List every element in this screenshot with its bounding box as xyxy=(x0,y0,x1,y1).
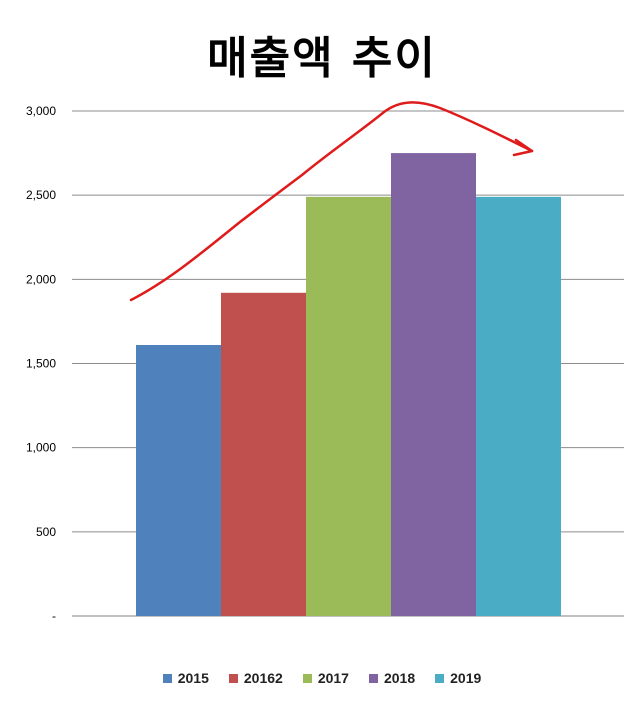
legend: 2015 20162 2017 2018 2019 xyxy=(0,670,644,686)
bar-20162 xyxy=(221,292,306,616)
y-tick-labels: - 500 1,000 1,500 2,000 2,500 3,000 xyxy=(26,104,56,623)
bar-2018 xyxy=(391,153,476,617)
legend-label: 2019 xyxy=(450,670,482,686)
legend-swatch xyxy=(435,673,445,683)
legend-label: 20162 xyxy=(243,670,283,686)
legend-label: 2017 xyxy=(317,670,349,686)
legend-swatch xyxy=(162,673,172,683)
legend-item-2019: 2019 xyxy=(435,670,481,686)
y-tick-label: - xyxy=(52,609,56,623)
y-tick-label: 1,000 xyxy=(26,441,56,455)
y-tick-label: 500 xyxy=(36,525,56,539)
y-tick-label: 1,500 xyxy=(26,357,56,371)
legend-label: 2015 xyxy=(177,670,209,686)
bar-2019 xyxy=(476,196,561,616)
trend-arrowhead xyxy=(512,138,534,157)
y-tick-label: 2,500 xyxy=(26,188,56,202)
y-tick-label: 2,000 xyxy=(26,272,56,286)
legend-item-2017: 2017 xyxy=(302,670,349,686)
bar-2017 xyxy=(306,196,391,616)
bars xyxy=(136,153,561,617)
legend-item-2015: 2015 xyxy=(162,670,209,686)
legend-item-2018: 2018 xyxy=(368,670,416,686)
legend-item-20162: 20162 xyxy=(228,670,283,686)
legend-label: 2018 xyxy=(383,670,416,686)
trend-arrow-annotation xyxy=(129,101,534,302)
chart-title: 매출액 추이 xyxy=(207,33,437,84)
bar-2015 xyxy=(136,344,221,616)
legend-swatch xyxy=(228,673,238,683)
legend-swatch xyxy=(302,673,312,683)
y-tick-label: 3,000 xyxy=(26,104,56,118)
legend-swatch xyxy=(368,673,378,683)
